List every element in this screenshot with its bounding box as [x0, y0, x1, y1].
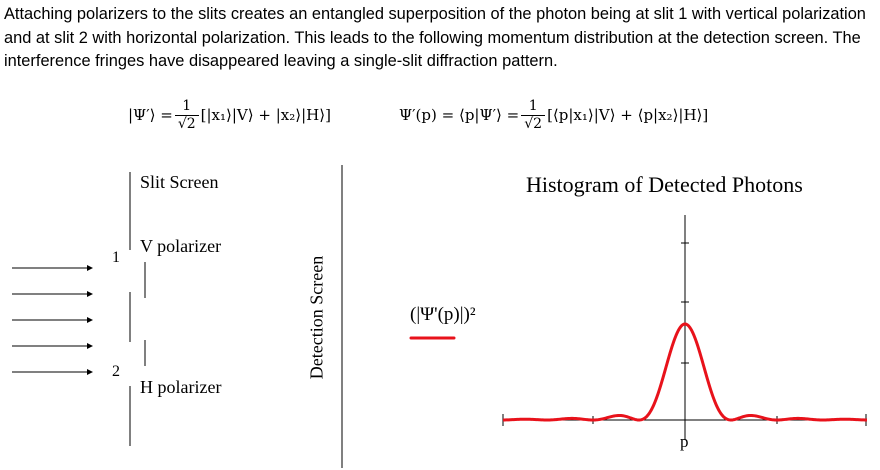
v-polarizer-label: V polarizer — [140, 236, 222, 256]
slit-screen-label: Slit Screen — [140, 172, 219, 192]
h-polarizer-label: H polarizer — [140, 377, 222, 397]
histogram-axes — [502, 215, 867, 440]
state-equation: |Ψ′⟩ = 1 √2 [|x₁⟩|V⟩ + |x₂⟩|H⟩] — [128, 92, 331, 138]
momentum-equation-fraction: 1 √2 — [521, 97, 546, 133]
momentum-equation-numerator: 1 — [528, 97, 538, 114]
momentum-equation-denominator: √2 — [521, 114, 546, 133]
state-equation-lhs: |Ψ′⟩ = — [128, 106, 173, 124]
state-equation-denominator: √2 — [174, 114, 199, 133]
slit-1-label: 1 — [112, 249, 120, 266]
slit-2-label: 2 — [112, 363, 120, 380]
state-equation-numerator: 1 — [182, 97, 192, 114]
incoming-photon-arrows — [12, 265, 93, 375]
momentum-equation-lhs: Ψ′(p) = ⟨p|Ψ′⟩ = — [399, 106, 520, 124]
histogram-x-label: p — [680, 432, 689, 451]
state-equation-rhs: [|x₁⟩|V⟩ + |x₂⟩|H⟩] — [200, 106, 331, 124]
momentum-equation-rhs: [⟨p|x₁⟩|V⟩ + ⟨p|x₂⟩|H⟩] — [547, 106, 709, 124]
single-slit-diffraction-curve — [502, 322, 868, 422]
histogram-title: Histogram of Detected Photons — [526, 172, 803, 197]
detection-screen-label: Detection Screen — [306, 255, 327, 380]
intro-paragraph: Attaching polarizers to the slits create… — [4, 5, 866, 70]
state-equation-fraction: 1 √2 — [174, 97, 199, 133]
probability-label: (|Ψ'(p)|)² — [410, 304, 476, 325]
momentum-equation: Ψ′(p) = ⟨p|Ψ′⟩ = 1 √2 [⟨p|x₁⟩|V⟩ + ⟨p|x₂… — [399, 92, 708, 138]
